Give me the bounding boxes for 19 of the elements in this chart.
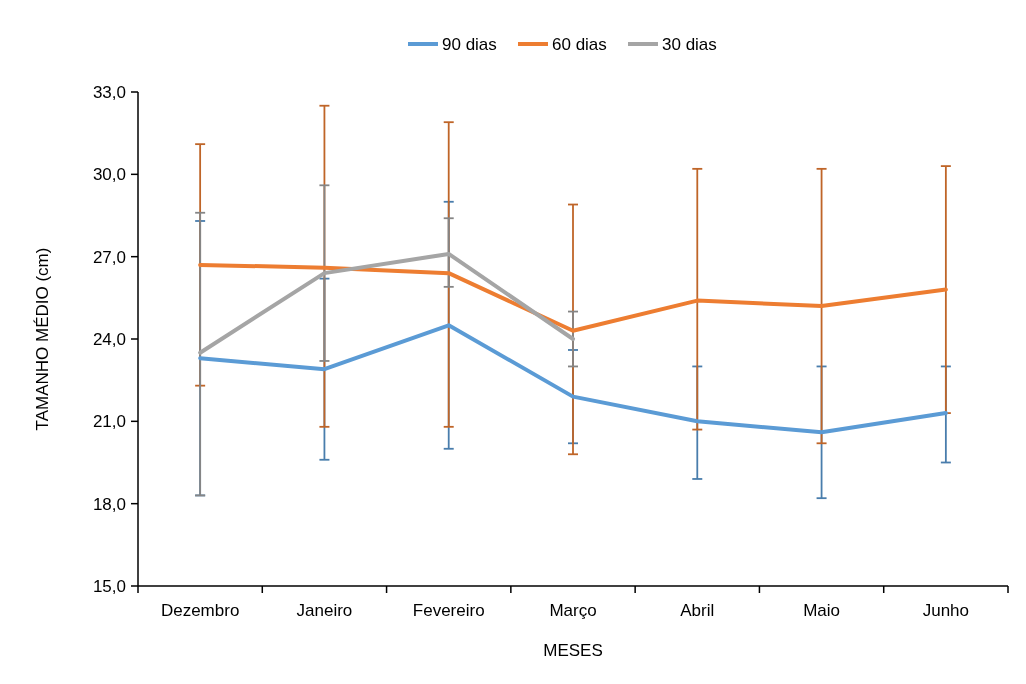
- x-tick-label: Março: [549, 601, 597, 620]
- x-tick-label: Fevereiro: [412, 601, 485, 620]
- y-tick-label: 24,0: [92, 329, 126, 349]
- y-tick-label: 27,0: [92, 247, 126, 267]
- x-tick-label: Maio: [803, 601, 840, 620]
- legend-label: 60 dias: [552, 34, 607, 54]
- x-tick-label: Abril: [680, 601, 715, 620]
- y-tick-label: 33,0: [92, 82, 126, 102]
- legend-label: 30 dias: [662, 34, 717, 54]
- y-tick-label: 30,0: [92, 165, 126, 185]
- x-tick-label: Junho: [922, 601, 970, 620]
- y-axis-title: TAMANHO MÉDIO (cm): [33, 247, 52, 431]
- y-tick-label: 18,0: [92, 494, 126, 514]
- y-tick-label: 21,0: [92, 412, 126, 432]
- x-tick-label: Janeiro: [296, 601, 353, 620]
- legend-label: 90 dias: [442, 34, 497, 54]
- x-tick-label: Dezembro: [160, 601, 240, 620]
- y-tick-label: 15,0: [92, 576, 126, 596]
- x-axis-title: MESES: [543, 641, 603, 660]
